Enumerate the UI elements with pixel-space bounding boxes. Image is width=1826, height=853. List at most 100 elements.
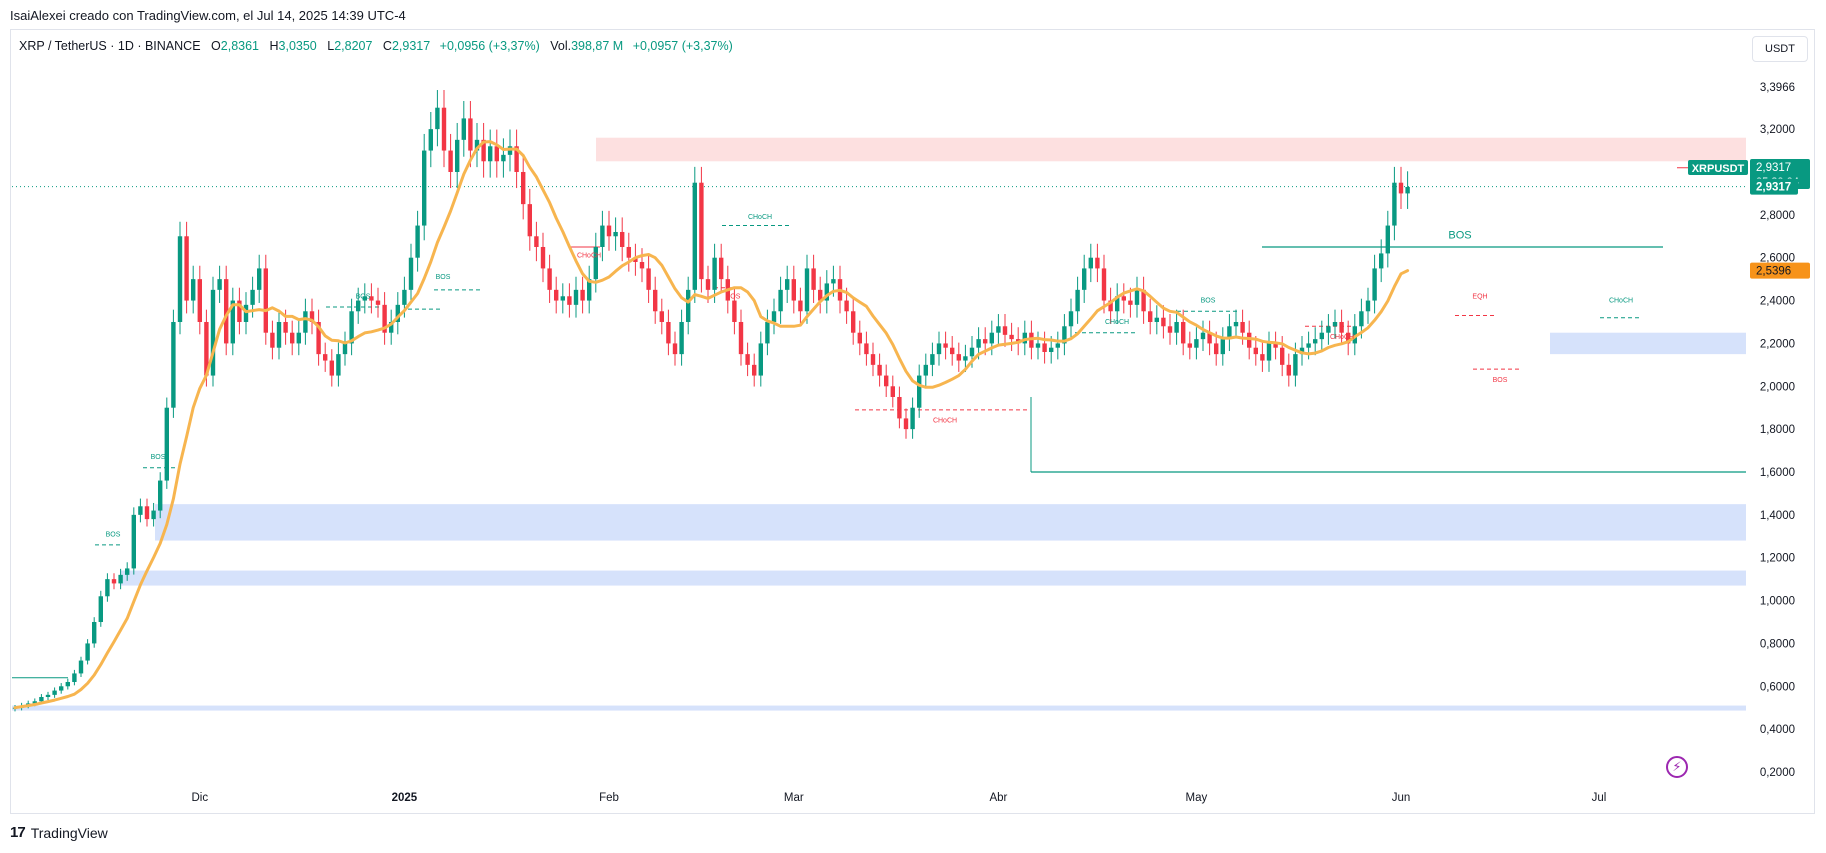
candle-body bbox=[336, 354, 341, 376]
x-axis-tick-label: Dic bbox=[191, 792, 208, 804]
candle-body bbox=[659, 311, 664, 322]
candle-body bbox=[98, 596, 103, 622]
tradingview-logo[interactable]: 17 TradingView bbox=[10, 824, 108, 841]
candle-body bbox=[1359, 311, 1364, 327]
candle-body bbox=[587, 279, 592, 301]
candle-body bbox=[771, 311, 777, 322]
candle-body bbox=[283, 321, 288, 333]
lightning-icon[interactable]: ⚡ bbox=[1666, 756, 1688, 778]
candle-body bbox=[620, 231, 625, 247]
candle-body bbox=[692, 182, 697, 290]
candle-body bbox=[1154, 317, 1159, 322]
candle-body bbox=[85, 643, 90, 661]
structure-annotation: EQH bbox=[1472, 293, 1487, 300]
structure-annotation: BOS bbox=[436, 274, 451, 281]
candle-body bbox=[151, 510, 156, 520]
candle-body bbox=[428, 129, 433, 151]
structure-annotation: BOS bbox=[726, 293, 741, 300]
candle-body bbox=[804, 268, 810, 312]
y-axis-tick-label: 1,4000 bbox=[1760, 510, 1795, 522]
candle-body bbox=[1009, 334, 1014, 340]
candle-body bbox=[389, 321, 394, 333]
candle-body bbox=[118, 574, 123, 584]
candle-body bbox=[1233, 321, 1239, 327]
candle-body bbox=[78, 660, 84, 674]
candle-body bbox=[521, 171, 526, 205]
candle-body bbox=[527, 204, 532, 237]
candle-body bbox=[474, 139, 480, 151]
legend-low-value: 2,8207 bbox=[334, 39, 373, 53]
currency-button[interactable]: USDT bbox=[1752, 36, 1808, 62]
candle-body bbox=[1174, 321, 1179, 333]
candle-body bbox=[1346, 332, 1351, 344]
structure-annotation: CHoCH bbox=[1609, 298, 1633, 305]
y-axis-tick-label: 2,0000 bbox=[1760, 381, 1795, 393]
candle-body bbox=[243, 304, 249, 322]
y-axis-tick-label: 0,6000 bbox=[1760, 681, 1795, 693]
candle-body bbox=[1082, 268, 1087, 290]
candle-body bbox=[1286, 364, 1291, 376]
candle-body bbox=[303, 311, 308, 333]
candle-body bbox=[415, 225, 420, 258]
candle-body bbox=[646, 268, 651, 290]
candle-body bbox=[890, 386, 895, 397]
candle-body bbox=[930, 354, 935, 365]
x-axis-tick-label: May bbox=[1186, 792, 1208, 804]
candle-body bbox=[1022, 332, 1027, 344]
y-axis-tick-label: 3,2000 bbox=[1760, 124, 1795, 136]
candle-body bbox=[408, 257, 414, 290]
legend-close-label: C bbox=[382, 39, 392, 53]
candle-body bbox=[765, 321, 770, 344]
candle-body bbox=[1035, 343, 1041, 348]
legend-close-value: 2,9317 bbox=[391, 39, 431, 53]
candle-body bbox=[573, 289, 579, 305]
candle-body bbox=[626, 246, 631, 258]
chart-legend: XRP / TetherUS · 1D · BINANCE O2,8361 H3… bbox=[19, 39, 733, 53]
legend-symbol[interactable]: XRP / TetherUS · 1D · BINANCE bbox=[19, 39, 201, 53]
legend-low-label: L bbox=[327, 39, 335, 53]
candle-body bbox=[923, 364, 928, 376]
candle-body bbox=[1280, 347, 1285, 365]
candle-body bbox=[45, 694, 51, 697]
candle-body bbox=[1247, 332, 1252, 348]
candle-body bbox=[950, 347, 955, 355]
candle-body bbox=[943, 343, 948, 348]
candle-body bbox=[204, 321, 209, 376]
candle-body bbox=[1326, 326, 1331, 333]
candle-body bbox=[349, 311, 354, 344]
y-axis-tick-label: 1,0000 bbox=[1760, 596, 1795, 608]
candle-body bbox=[633, 257, 638, 262]
candle-body bbox=[910, 407, 915, 430]
candle-body bbox=[580, 289, 585, 301]
candle-body bbox=[1002, 326, 1008, 335]
structure-annotation: CHoCH bbox=[933, 418, 957, 425]
ma-price-tag-label: 2,5396 bbox=[1756, 266, 1791, 278]
candle-body bbox=[1115, 296, 1120, 312]
structure-annotation: BOS bbox=[106, 531, 121, 538]
candle-body bbox=[197, 279, 202, 322]
chart-byline: IsaiAlexei creado con TradingView.com, e… bbox=[10, 8, 406, 23]
candle-body bbox=[758, 343, 763, 376]
candle-body bbox=[600, 225, 605, 247]
candle-body bbox=[778, 289, 783, 312]
candle-body bbox=[65, 681, 70, 687]
candle-body bbox=[184, 236, 189, 301]
demand-zone bbox=[1550, 332, 1746, 355]
candle-body bbox=[554, 289, 559, 301]
candle-body bbox=[712, 257, 717, 290]
candle-body bbox=[1194, 339, 1199, 348]
candle-body bbox=[1214, 343, 1219, 355]
candle-body bbox=[1379, 253, 1384, 269]
candle-body bbox=[1352, 326, 1357, 344]
candle-body bbox=[1042, 343, 1047, 352]
legend-high-value: 3,0350 bbox=[278, 39, 317, 53]
candle-body bbox=[1187, 343, 1192, 348]
candle-body bbox=[963, 356, 968, 361]
candle-body bbox=[375, 300, 381, 305]
candle-body bbox=[1062, 326, 1067, 344]
demand-zone bbox=[12, 705, 1746, 711]
candle-body bbox=[593, 246, 598, 280]
x-axis-tick-label: Jun bbox=[1392, 792, 1411, 804]
candle-body bbox=[1332, 321, 1338, 327]
